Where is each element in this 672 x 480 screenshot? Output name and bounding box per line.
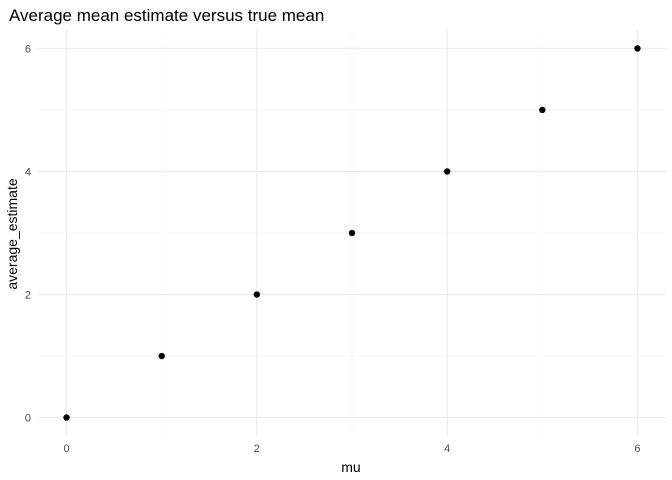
data-point [158, 352, 165, 360]
x-tick-label: 0 [63, 443, 69, 455]
data-points [63, 45, 641, 421]
y-tick-label: 6 [25, 43, 31, 55]
y-tick-label: 0 [25, 413, 31, 425]
y-tick-label: 4 [25, 166, 31, 178]
x-tick-label: 6 [634, 443, 640, 455]
data-point [253, 291, 261, 298]
x-tick-label: 2 [254, 443, 260, 455]
y-axis-title: average_estimate [4, 178, 20, 290]
chart-title: Average mean estimate versus true mean [9, 6, 324, 25]
x-tick-label: 4 [444, 443, 450, 455]
data-point [63, 414, 70, 421]
y-axis-ticks: 0 2 4 6 [25, 43, 31, 424]
data-point [634, 45, 641, 52]
x-axis-ticks: 0 2 4 6 [63, 443, 640, 455]
data-point [539, 106, 546, 114]
data-point [348, 229, 356, 237]
y-tick-label: 2 [25, 290, 31, 302]
data-point [443, 168, 451, 175]
x-axis-title: mu [341, 459, 360, 475]
